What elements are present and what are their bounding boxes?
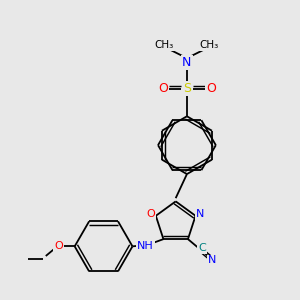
Text: N: N bbox=[208, 256, 217, 266]
Text: C: C bbox=[198, 243, 206, 253]
Text: S: S bbox=[183, 82, 191, 95]
Text: O: O bbox=[147, 209, 155, 219]
Text: N: N bbox=[182, 56, 192, 69]
Text: O: O bbox=[54, 242, 63, 251]
Text: O: O bbox=[158, 82, 168, 95]
Text: CH₃: CH₃ bbox=[200, 40, 219, 50]
Text: NH: NH bbox=[137, 241, 154, 251]
Text: O: O bbox=[206, 82, 216, 95]
Text: CH₃: CH₃ bbox=[155, 40, 174, 50]
Text: N: N bbox=[196, 209, 205, 219]
